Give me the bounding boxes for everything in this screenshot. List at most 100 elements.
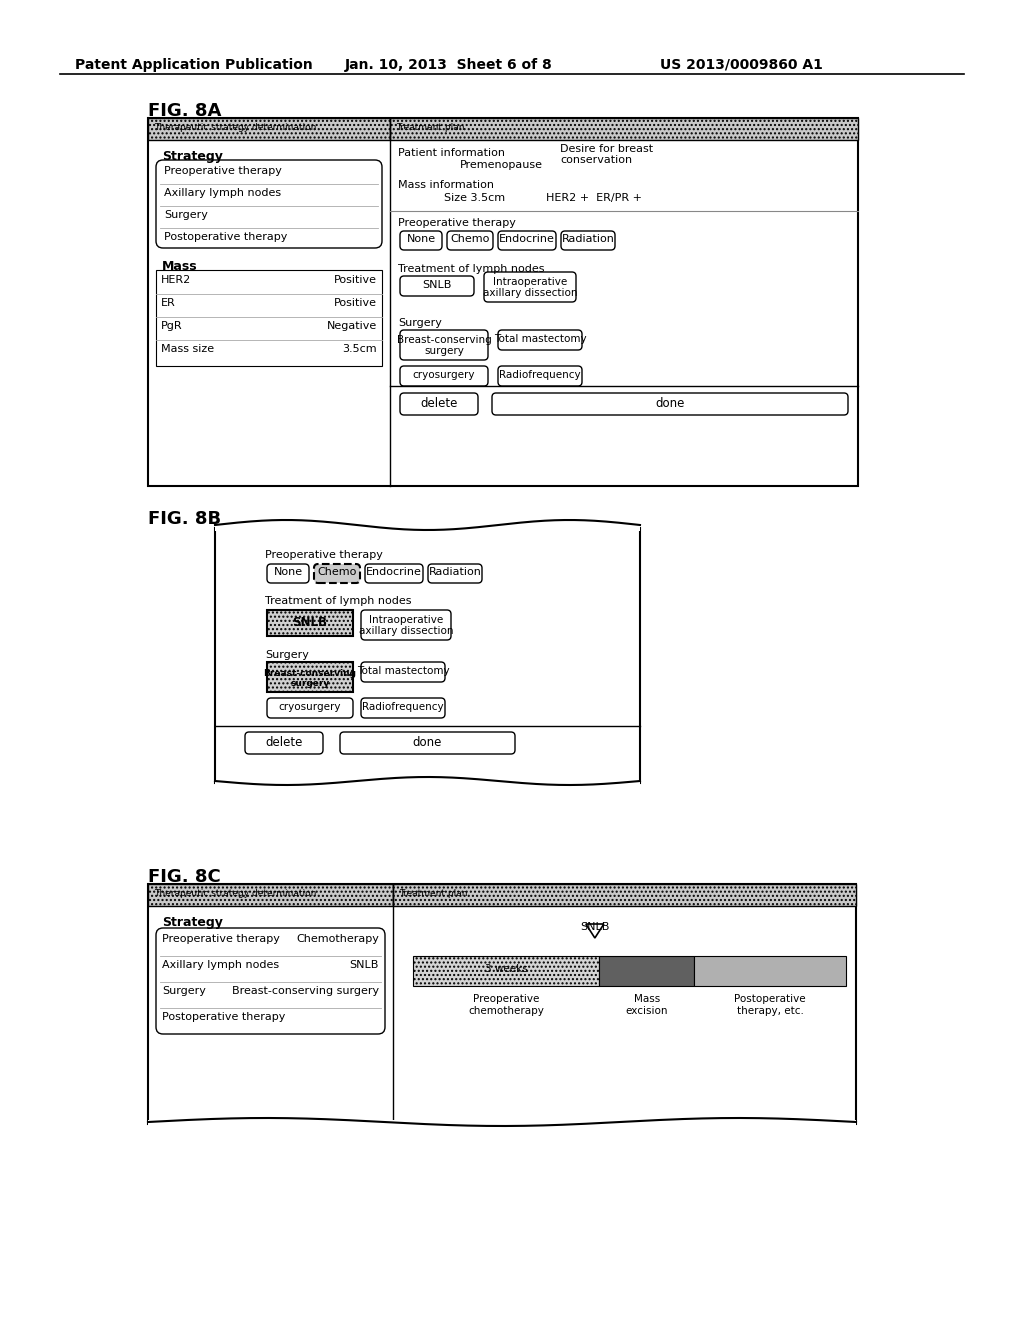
Text: axillary dissection: axillary dissection [482, 288, 578, 298]
FancyBboxPatch shape [498, 366, 582, 385]
Text: excision: excision [626, 1006, 668, 1016]
Bar [390, 117, 858, 140]
Polygon shape [586, 924, 604, 939]
Text: HER2: HER2 [161, 275, 191, 285]
Text: Mass: Mass [162, 260, 198, 273]
Text: Mass: Mass [634, 994, 659, 1005]
Text: Jan. 10, 2013  Sheet 6 of 8: Jan. 10, 2013 Sheet 6 of 8 [345, 58, 553, 73]
Text: cryosurgery: cryosurgery [279, 702, 341, 711]
Text: Intraoperative: Intraoperative [369, 615, 443, 624]
Text: Breast-conserving surgery: Breast-conserving surgery [231, 986, 379, 997]
Bar [413, 956, 599, 986]
Bar [148, 884, 856, 1125]
FancyBboxPatch shape [428, 564, 482, 583]
FancyBboxPatch shape [365, 564, 423, 583]
Text: None: None [273, 568, 302, 577]
Text: Preoperative: Preoperative [473, 994, 540, 1005]
Text: Intraoperative: Intraoperative [493, 277, 567, 286]
Text: Chemo: Chemo [451, 234, 489, 244]
Bar [148, 117, 390, 140]
Text: Treatment of lymph nodes: Treatment of lymph nodes [398, 264, 545, 275]
Bar [267, 610, 353, 636]
Bar [599, 956, 694, 986]
Text: Patient information: Patient information [398, 148, 505, 158]
Text: Positive: Positive [334, 275, 377, 285]
Text: conservation: conservation [560, 154, 632, 165]
Bar [215, 525, 640, 531]
Bar [215, 780, 640, 785]
Bar [156, 271, 382, 366]
FancyBboxPatch shape [267, 564, 309, 583]
Bar [148, 117, 858, 486]
Text: therapy, etc.: therapy, etc. [737, 1006, 804, 1016]
Bar [148, 884, 393, 906]
Text: Postoperative: Postoperative [734, 994, 806, 1005]
FancyBboxPatch shape [267, 698, 353, 718]
Text: Surgery: Surgery [265, 649, 309, 660]
Text: Axillary lymph nodes: Axillary lymph nodes [164, 187, 282, 198]
Text: Desire for breast: Desire for breast [560, 144, 653, 154]
Bar [393, 884, 856, 906]
FancyBboxPatch shape [361, 698, 445, 718]
Text: delete: delete [420, 397, 458, 411]
Text: Size 3.5cm: Size 3.5cm [444, 193, 505, 203]
Text: Breast-conserving: Breast-conserving [263, 669, 356, 678]
Text: Positive: Positive [334, 298, 377, 308]
Text: delete: delete [265, 737, 303, 748]
FancyBboxPatch shape [314, 564, 360, 583]
Text: Mass size: Mass size [161, 345, 214, 354]
Text: Strategy: Strategy [162, 150, 223, 162]
Bar [694, 956, 846, 986]
Text: Radiofrequency: Radiofrequency [499, 370, 581, 380]
Bar [215, 528, 640, 783]
Text: Premenopause: Premenopause [460, 160, 543, 170]
Text: Mass information: Mass information [398, 180, 494, 190]
Text: PgR: PgR [161, 321, 182, 331]
Text: FIG. 8C: FIG. 8C [148, 869, 221, 886]
Text: chemotherapy: chemotherapy [468, 1006, 544, 1016]
FancyBboxPatch shape [498, 231, 556, 249]
Text: Preoperative therapy: Preoperative therapy [398, 218, 516, 228]
FancyBboxPatch shape [561, 231, 615, 249]
Text: US 2013/0009860 A1: US 2013/0009860 A1 [660, 58, 823, 73]
FancyBboxPatch shape [361, 610, 451, 640]
FancyBboxPatch shape [361, 663, 445, 682]
Text: Total mastectomy: Total mastectomy [356, 667, 450, 676]
Text: Endocrine: Endocrine [366, 568, 422, 577]
Text: FIG. 8B: FIG. 8B [148, 510, 221, 528]
FancyBboxPatch shape [245, 733, 323, 754]
Text: Therapeutic strategy determination: Therapeutic strategy determination [154, 888, 316, 898]
Bar [267, 663, 353, 692]
Text: Postoperative therapy: Postoperative therapy [164, 232, 288, 242]
Text: Treatment plan: Treatment plan [399, 888, 468, 898]
Text: Radiation: Radiation [429, 568, 481, 577]
Text: Chemotherapy: Chemotherapy [296, 935, 379, 944]
Text: done: done [413, 737, 442, 748]
FancyBboxPatch shape [340, 733, 515, 754]
Text: axillary dissection: axillary dissection [358, 626, 454, 636]
Text: SNLB: SNLB [349, 960, 379, 970]
Text: 3.5cm: 3.5cm [342, 345, 377, 354]
Text: Radiation: Radiation [561, 234, 614, 244]
Text: Surgery: Surgery [164, 210, 208, 220]
FancyBboxPatch shape [447, 231, 493, 249]
Text: Surgery: Surgery [162, 986, 206, 997]
Text: Radiofrequency: Radiofrequency [362, 702, 443, 711]
Text: Total mastectomy: Total mastectomy [494, 334, 587, 345]
Text: cryosurgery: cryosurgery [413, 370, 475, 380]
Text: Treatment of lymph nodes: Treatment of lymph nodes [265, 597, 412, 606]
FancyBboxPatch shape [156, 160, 382, 248]
Text: surgery: surgery [291, 678, 330, 688]
Text: done: done [655, 397, 685, 411]
Text: surgery: surgery [424, 346, 464, 356]
Text: Surgery: Surgery [398, 318, 442, 327]
FancyBboxPatch shape [400, 366, 488, 385]
FancyBboxPatch shape [400, 393, 478, 414]
Text: Treatment plan: Treatment plan [396, 123, 465, 132]
Text: Strategy: Strategy [162, 916, 223, 929]
Text: Preoperative therapy: Preoperative therapy [162, 935, 280, 944]
Text: Therapeutic strategy determination: Therapeutic strategy determination [154, 123, 316, 132]
Text: Preoperative therapy: Preoperative therapy [164, 166, 282, 176]
Text: None: None [407, 234, 435, 244]
Text: 3 weeks: 3 weeks [484, 964, 527, 974]
